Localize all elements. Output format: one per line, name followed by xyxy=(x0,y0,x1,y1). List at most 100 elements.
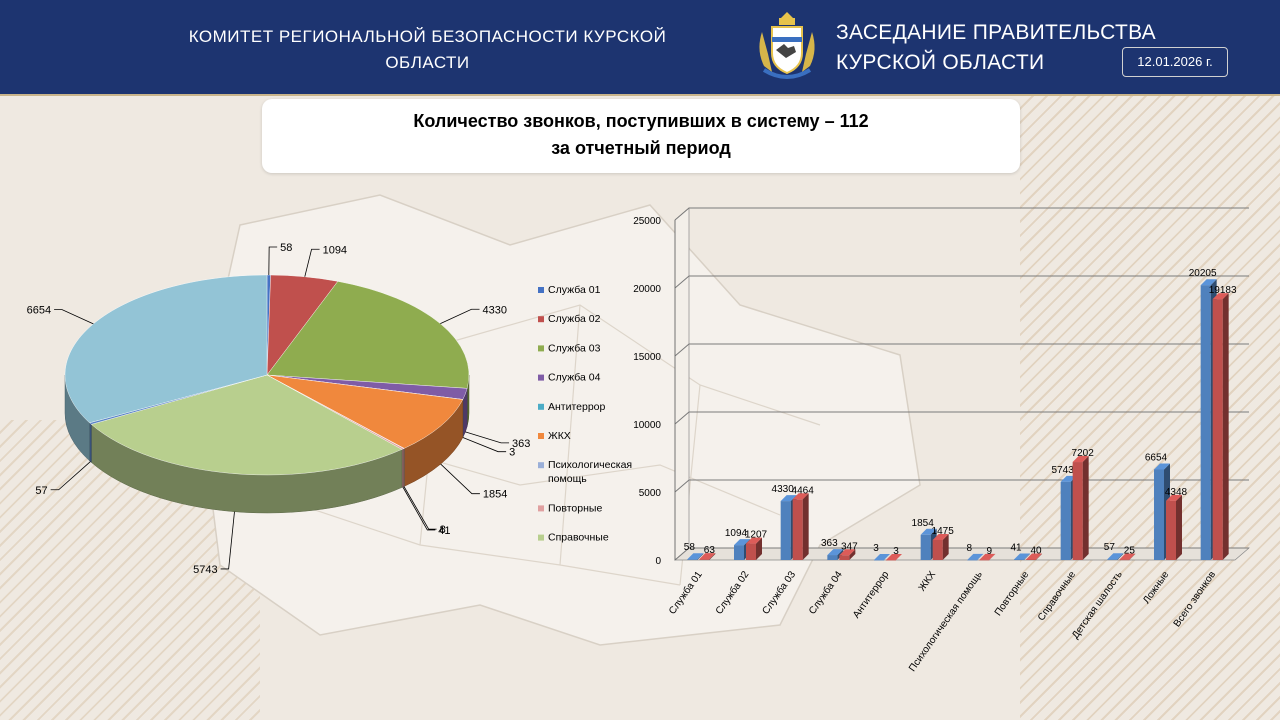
y-tick-label: 10000 xyxy=(633,420,661,431)
coat-of-arms-icon xyxy=(759,12,815,79)
committee-name: КОМИТЕТ РЕГИОНАЛЬНОЙ БЕЗОПАСНОСТИ КУРСКО… xyxy=(160,24,695,76)
meeting-title-line1: ЗАСЕДАНИЕ ПРАВИТЕЛЬСТВА xyxy=(836,21,1156,44)
bar-top xyxy=(792,493,809,500)
pie-leader-line xyxy=(268,246,278,276)
bar-top xyxy=(1107,553,1124,560)
bar xyxy=(839,555,850,560)
bar-top xyxy=(1200,279,1217,286)
x-tick-label: Служба 04 xyxy=(806,568,845,616)
bar xyxy=(1072,462,1083,560)
bar-top xyxy=(1060,475,1077,482)
bar-top xyxy=(746,537,762,544)
bar xyxy=(1060,481,1071,560)
bar xyxy=(1154,469,1164,560)
pie-slice-side xyxy=(401,448,405,488)
legend-swatch xyxy=(538,462,544,469)
legend-swatch xyxy=(538,534,544,541)
y-tick-label: 25000 xyxy=(633,216,661,227)
legend-entry: Служба 01 xyxy=(548,284,601,296)
bar xyxy=(780,501,791,560)
bar-top xyxy=(932,533,949,540)
bar-side xyxy=(802,493,809,560)
bar xyxy=(827,555,838,560)
pie-data-label: 58 xyxy=(280,242,292,254)
x-tick-label: Служба 02 xyxy=(713,568,752,616)
decorative-stripes xyxy=(1020,96,1280,720)
bar-top xyxy=(1212,293,1229,300)
bar-data-label: 1207 xyxy=(745,530,768,541)
y-tick-label: 0 xyxy=(655,556,661,567)
pie-legend: Служба 01 Служба 02 Служба 03 Служба 04 Анти… xyxy=(538,284,632,544)
legend-entry: Справочные xyxy=(548,532,609,544)
slide-title-line2: за отчетный период xyxy=(551,138,731,158)
bar-side xyxy=(1036,553,1042,560)
pie-slice-side xyxy=(89,422,92,463)
bar xyxy=(734,545,744,560)
bar-top xyxy=(1026,553,1042,560)
bar xyxy=(920,534,931,560)
pie-data-label: 41 xyxy=(438,525,450,537)
bar-data-label: 20205 xyxy=(1189,268,1217,279)
gridline xyxy=(674,479,1249,493)
pie-data-label: 3 xyxy=(509,447,515,459)
legend-entry: Служба 03 xyxy=(548,342,601,354)
pie-leader-line xyxy=(465,431,510,444)
x-tick-label: Служба 01 xyxy=(666,568,705,616)
pie-leader-line xyxy=(402,486,436,531)
bar-data-label: 40 xyxy=(1030,545,1042,556)
x-tick-label: Справочные xyxy=(1036,569,1078,623)
bar xyxy=(1166,500,1176,560)
bar-data-label: 1854 xyxy=(912,518,935,529)
pie-slice xyxy=(266,374,464,449)
bar-top xyxy=(874,553,890,560)
pie-data-label: 4330 xyxy=(483,304,507,316)
bar-grid: 0 5000 10000 15000 20000 25000 xyxy=(633,207,1250,567)
bar-side xyxy=(896,553,902,560)
date-badge: 12.01.2026 г. xyxy=(1122,47,1228,77)
bar xyxy=(699,559,710,560)
legend-swatch xyxy=(538,345,544,352)
y-tick-label: 15000 xyxy=(633,352,661,363)
x-tick-label: Ложные xyxy=(1141,569,1171,606)
bar-data-label: 1475 xyxy=(932,526,955,537)
bar-data-label: 8 xyxy=(967,543,973,554)
bar-data-label: 9 xyxy=(987,546,993,557)
legend-swatch xyxy=(538,433,544,439)
bar-data-label: 347 xyxy=(841,541,858,552)
bar xyxy=(979,559,990,561)
bar-top xyxy=(1014,553,1030,560)
committee-name-line1: КОМИТЕТ РЕГИОНАЛЬНОЙ БЕЗОПАСНОСТИ КУРСКО… xyxy=(188,27,667,46)
bar-side xyxy=(849,549,856,560)
bar-data-label: 41 xyxy=(1010,542,1022,553)
pie-data-label: 1854 xyxy=(483,489,507,501)
bar xyxy=(932,539,943,560)
pie-slice xyxy=(266,281,470,389)
bar-data-label: 25 xyxy=(1124,546,1136,557)
bar-side xyxy=(697,553,704,560)
legend-swatch xyxy=(538,316,544,323)
bar-side xyxy=(1082,456,1089,560)
bar-data-label: 57 xyxy=(1104,542,1116,553)
legend-swatch xyxy=(538,374,544,381)
bar-top xyxy=(1119,553,1136,560)
bar-side xyxy=(756,537,762,560)
bar-side xyxy=(884,553,890,560)
slide-title: Количество звонков, поступивших в систем… xyxy=(262,99,1020,173)
pie-leader-line xyxy=(304,248,320,277)
legend-entry: Повторные xyxy=(548,502,602,514)
committee-name-line2: ОБЛАСТИ xyxy=(385,53,470,72)
x-tick-label: ЖКХ xyxy=(917,569,939,593)
bar-data-label: 3 xyxy=(893,546,899,557)
legend-entry: Служба 04 xyxy=(548,372,601,384)
pie-leader-line xyxy=(440,463,480,495)
bar-data-label: 63 xyxy=(704,545,716,556)
bar-top xyxy=(699,553,716,560)
bar-side xyxy=(1222,293,1229,560)
gridline xyxy=(674,275,1249,289)
bar-data-label: 1094 xyxy=(725,528,748,539)
bar xyxy=(792,499,803,560)
pie-leader-line xyxy=(220,511,235,570)
